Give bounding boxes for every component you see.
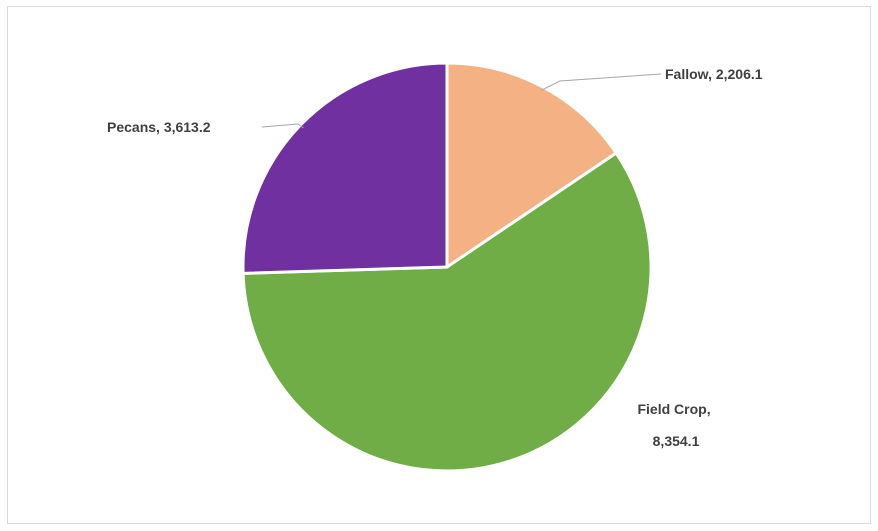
data-label-pecans: Pecans, 3,613.2 bbox=[107, 119, 211, 135]
data-label-field-crop-line1: Field Crop, bbox=[637, 401, 710, 417]
slice-field-crop bbox=[241, 151, 653, 473]
data-label-field-crop-line2: 8,354.1 bbox=[653, 433, 700, 449]
slice-fallow bbox=[445, 61, 618, 269]
data-label-field-crop: Field Crop, 8,354.1 bbox=[637, 401, 714, 449]
leader-line-fallow bbox=[540, 73, 662, 91]
slice-pecans bbox=[241, 61, 449, 275]
pie-slices bbox=[241, 61, 653, 473]
leader-lines bbox=[261, 73, 662, 129]
leader-line-pecans bbox=[261, 123, 304, 129]
data-label-fallow: Fallow, 2,206.1 bbox=[665, 66, 763, 82]
